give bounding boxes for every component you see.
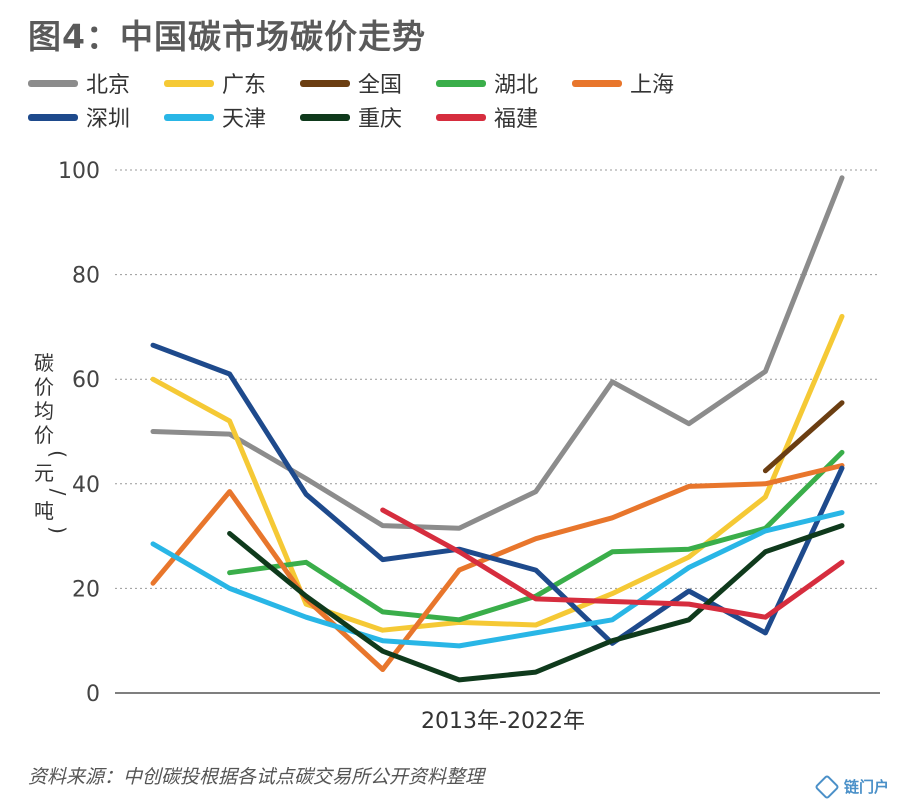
series-line [150,313,845,633]
legend-label: 全国 [358,73,403,98]
legend-item: 深圳 [28,101,164,133]
y-axis-label-char: / [46,489,70,496]
legend-swatch [28,79,78,87]
legend-item: 广东 [164,67,300,99]
legend-label: 天津 [222,107,267,132]
y-tick-label: 0 [86,682,100,707]
legend-swatch [164,79,214,87]
legend-label: 广东 [222,73,267,98]
legend-swatch [436,79,486,87]
legend-label: 重庆 [358,107,403,132]
legend-label: 湖北 [494,73,539,98]
y-tick-label: 100 [58,159,100,184]
legend-item: 北京 [28,67,164,99]
link-icon [814,773,840,800]
legend-item: 上海 [572,67,708,99]
y-tick-label: 20 [72,577,100,602]
legend-item: 全国 [300,67,436,99]
legend-swatch [300,113,350,121]
legend: 北京 广东 全国 湖北 上海深圳 天津 重庆 福建 [28,66,888,134]
legend-label: 北京 [86,73,131,98]
watermark-logo: 链门户 [814,773,890,800]
legend-item: 福建 [436,101,572,133]
chart-title: 图4：中国碳市场碳价走势 [28,17,426,56]
y-tick-label: 60 [72,368,100,393]
series-line [150,510,845,649]
y-axis-label-char: ( [46,450,70,458]
y-tick-label: 80 [72,264,100,289]
legend-row: 深圳 天津 重庆 福建 [28,100,888,134]
legend-swatch [572,79,622,87]
y-tick-label: 40 [72,473,100,498]
legend-label: 福建 [494,107,539,132]
legend-label: 深圳 [86,107,131,132]
legend-item: 天津 [164,101,300,133]
grid-layer: 0 20 40 60 80 100 [58,159,880,707]
y-axis-label-char: ) [46,526,70,534]
legend-swatch [28,113,78,121]
y-axis-label-char: 价 [34,423,54,447]
legend-swatch [436,113,486,121]
legend-label: 上海 [630,73,675,98]
legend-row: 北京 广东 全国 湖北 上海 [28,66,888,100]
legend-swatch [164,113,214,121]
source-note: 资料来源：中创碳投根据各试点碳交易所公开资料整理 [28,766,485,788]
x-axis-label: 2013年-2022年 [421,709,585,734]
legend-item: 重庆 [300,101,436,133]
y-axis-label-char: 碳 [34,351,54,375]
series-line [227,523,845,683]
y-axis-label-char: 价 [34,375,54,399]
series-line [762,400,845,474]
series-line [150,463,845,672]
y-axis-label-char: 元 [34,461,54,485]
series-line [150,175,845,531]
y-axis-label-char: 均 [34,399,54,423]
legend-item: 湖北 [436,67,572,99]
watermark-text: 链门户 [844,778,890,796]
series-layer [150,175,845,683]
legend-swatch [300,79,350,87]
y-axis-label-char: 吨 [34,499,54,523]
series-line [380,507,845,620]
